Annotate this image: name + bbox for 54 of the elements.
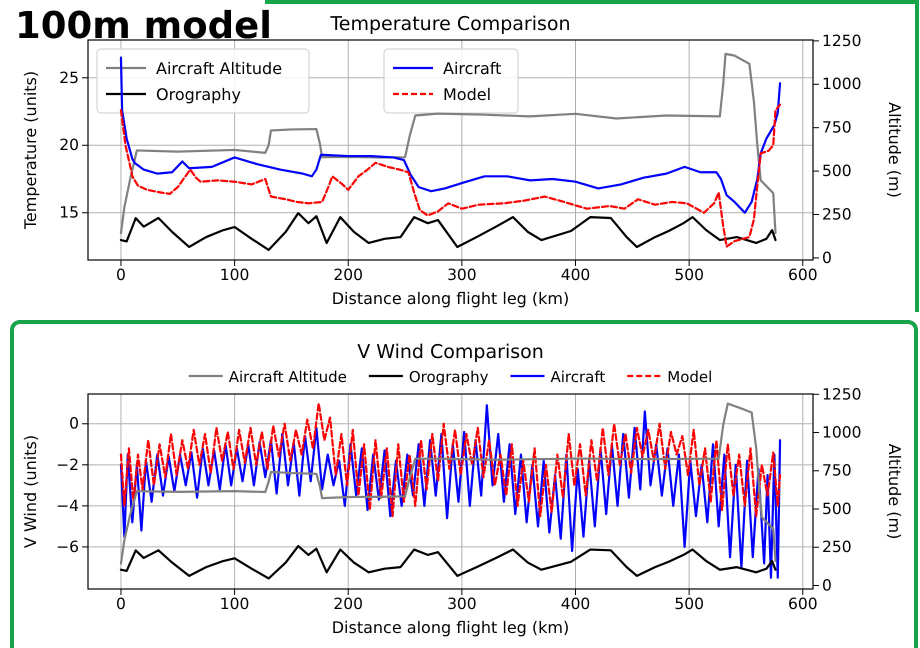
y2-axis-title: Altitude (m) bbox=[885, 102, 904, 198]
y2-tick-label: 750 bbox=[822, 118, 852, 137]
y2-tick-label: 1250 bbox=[822, 385, 862, 404]
legend-label: Model bbox=[443, 85, 492, 104]
y-tick-label: 25 bbox=[59, 68, 79, 87]
legend-label: Orography bbox=[408, 368, 489, 386]
legend-label: Aircraft bbox=[443, 59, 502, 78]
y2-tick-label: 750 bbox=[822, 462, 852, 480]
y2-tick-label: 500 bbox=[822, 162, 852, 180]
y2-tick-label: 500 bbox=[822, 500, 852, 518]
line-series bbox=[120, 544, 777, 580]
x-tick-label: 200 bbox=[333, 266, 364, 284]
x-axis-title: Distance along flight leg (km) bbox=[332, 289, 570, 308]
y-axis-title: V Wind (units) bbox=[21, 434, 40, 548]
y2-tick-label: 250 bbox=[822, 205, 852, 224]
chart-title: V Wind Comparison bbox=[357, 341, 544, 363]
x-tick-label: 400 bbox=[560, 595, 590, 614]
x-tick-label: 300 bbox=[447, 595, 477, 614]
legend-label: Orography bbox=[156, 85, 241, 104]
legend-label: Aircraft Altitude bbox=[228, 368, 347, 386]
y-tick-label: −6 bbox=[56, 538, 79, 556]
y-tick-label: 0 bbox=[69, 414, 79, 433]
legend-label: Aircraft bbox=[550, 368, 606, 386]
line-series bbox=[120, 212, 777, 252]
y-tick-label: −2 bbox=[56, 456, 79, 474]
y2-tick-label: 0 bbox=[822, 576, 832, 594]
x-tick-label: 0 bbox=[116, 266, 126, 284]
y-axis-title: Temperature (units) bbox=[21, 70, 40, 230]
y2-axis-title: Altitude (m) bbox=[885, 444, 904, 540]
y2-tick-label: 250 bbox=[822, 538, 852, 556]
y2-tick-label: 0 bbox=[822, 248, 832, 267]
x-tick-label: 100 bbox=[220, 595, 250, 614]
x-tick-label: 100 bbox=[220, 266, 250, 284]
x-tick-label: 400 bbox=[560, 266, 590, 284]
x-tick-label: 300 bbox=[447, 266, 477, 284]
y-tick-label: −4 bbox=[56, 496, 79, 515]
annotation: 100m model bbox=[15, 4, 272, 47]
line-series bbox=[120, 402, 782, 518]
x-tick-label: 600 bbox=[788, 266, 818, 284]
x-tick-label: 600 bbox=[788, 595, 818, 614]
legend-label: Model bbox=[667, 368, 712, 386]
x-tick-label: 200 bbox=[333, 595, 364, 614]
y2-tick-label: 1000 bbox=[822, 424, 862, 442]
legend-label: Aircraft Altitude bbox=[156, 59, 282, 78]
x-tick-label: 0 bbox=[116, 595, 126, 614]
y-tick-label: 20 bbox=[59, 136, 79, 154]
y-tick-label: 15 bbox=[59, 204, 79, 222]
y2-tick-label: 1250 bbox=[822, 32, 862, 50]
line-series bbox=[120, 104, 782, 248]
chart-title: Temperature Comparison bbox=[329, 13, 571, 35]
x-axis-title: Distance along flight leg (km) bbox=[332, 618, 570, 637]
x-tick-label: 500 bbox=[674, 595, 704, 614]
x-tick-label: 500 bbox=[674, 266, 704, 284]
y2-tick-label: 1000 bbox=[822, 75, 862, 94]
